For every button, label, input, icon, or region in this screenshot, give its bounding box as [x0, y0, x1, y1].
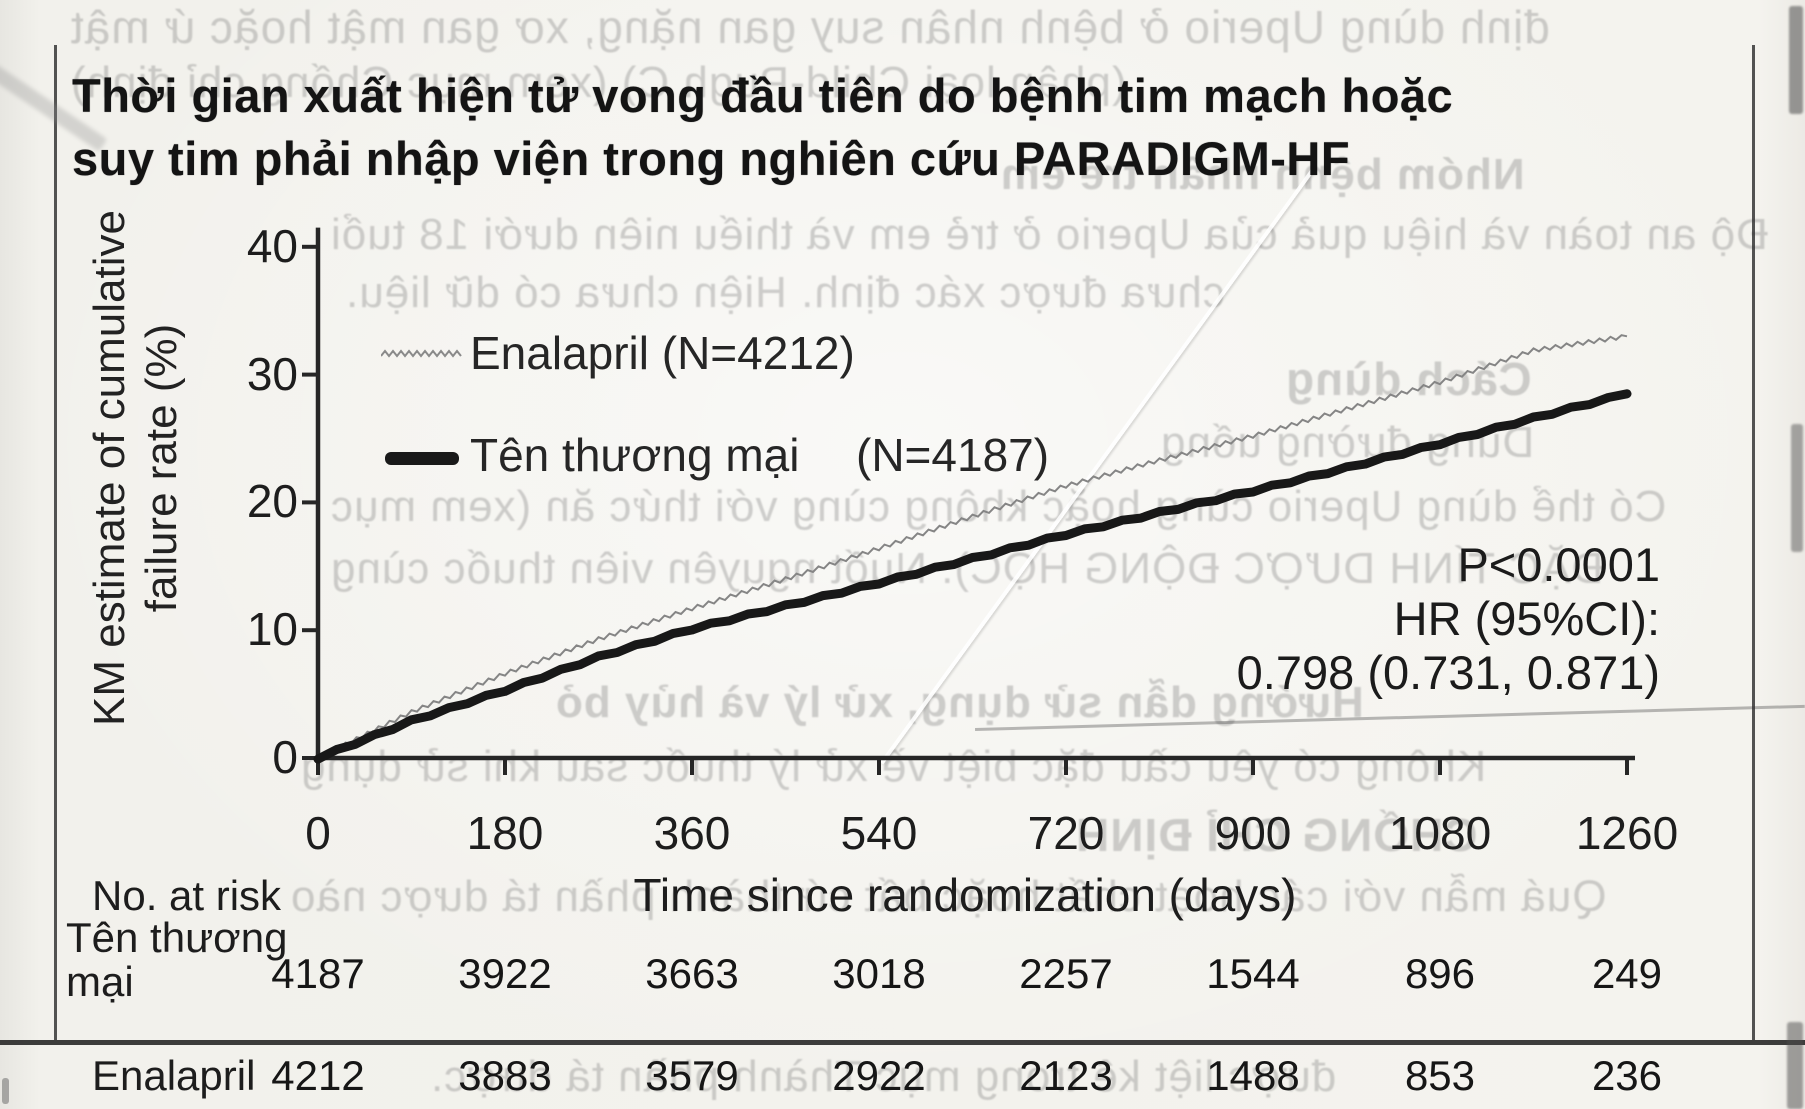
legend-enalapril-label: Enalapril (N=4212)	[470, 327, 855, 379]
x-tick-label-0: 0	[305, 807, 331, 859]
risk-value-row2-col7: 853	[1404, 1052, 1476, 1099]
enalapril-curve	[317, 334, 1628, 761]
y-tick-label-40: 40	[246, 219, 298, 272]
risk-value-row1-col5: 2257	[1019, 950, 1113, 997]
x-tick-label-180: 180	[466, 807, 544, 859]
risk-row-brand-label: Tên thương mại	[66, 916, 287, 1004]
risk-value-row2-col6: 1488	[1206, 1052, 1300, 1099]
x-tick-label-720: 720	[1027, 807, 1105, 859]
y-tick-label-20: 20	[246, 475, 298, 528]
scan-artifact-right-bottom	[1787, 1022, 1803, 1109]
scan-artifact-left-dash	[2, 1078, 9, 1104]
risk-value-row1-col2: 3922	[458, 950, 552, 997]
scan-artifact-right-top	[1789, 6, 1803, 114]
y-tick-label-30: 30	[246, 347, 298, 400]
risk-value-row2-col4: 2922	[832, 1052, 926, 1099]
risk-value-row1-col6: 1544	[1206, 950, 1300, 997]
x-tick-label-1080: 1080	[1388, 807, 1492, 859]
hr-value: 0.798 (0.731, 0.871)	[1236, 646, 1660, 699]
legend-enalapril-line-swatch	[381, 349, 462, 358]
y-axis-label-line1: KM estimate of cumulative	[85, 210, 134, 726]
legend-brand-line-swatch	[385, 452, 459, 465]
legend-brand-label: Tên thương mại	[470, 429, 800, 481]
scan-artifact-right-mid	[1791, 424, 1803, 552]
chart-title-line2: suy tim phải nhập viện trong nghiên cứu …	[72, 132, 1351, 185]
risk-value-row2-col1: 4212	[271, 1052, 365, 1099]
y-tick-label-10: 10	[246, 603, 298, 656]
risk-table-header: No. at risk	[92, 872, 282, 919]
brand-curve	[313, 389, 1632, 764]
risk-value-row1-col8: 249	[1591, 950, 1663, 997]
y-axis-label: KM estimate of cumulative failure rate (…	[84, 210, 188, 726]
risk-row-brand-label-line2: mại	[66, 958, 134, 1005]
risk-value-row2-col5: 2123	[1019, 1052, 1113, 1099]
hr-label: HR (95%CI):	[1393, 592, 1660, 645]
risk-value-row1-col1: 4187	[271, 950, 365, 997]
risk-row-enalapril-label: Enalapril	[92, 1052, 256, 1099]
chart-title-line1: Thời gian xuất hiện tử vong đầu tiên do …	[72, 69, 1454, 122]
x-tick-label-540: 540	[840, 807, 918, 859]
figure-border-left	[54, 45, 57, 1040]
legend-brand-n-label: (N=4187)	[856, 429, 1050, 481]
chart-title: Thời gian xuất hiện tử vong đầu tiên do …	[72, 64, 1453, 190]
risk-value-row2-col2: 3883	[458, 1052, 552, 1099]
risk-value-row2-col3: 3579	[645, 1052, 739, 1099]
risk-value-row1-col3: 3663	[645, 950, 739, 997]
risk-row-brand-label-line1: Tên thương	[66, 914, 288, 961]
x-axis-label: Time since randomization (days)	[633, 869, 1297, 921]
x-tick-label-900: 900	[1214, 807, 1292, 859]
figure-border-right	[1752, 45, 1755, 1040]
p-value: P<0.0001	[1457, 538, 1660, 591]
stats-annotation: P<0.0001 HR (95%CI): 0.798 (0.731, 0.871…	[1140, 538, 1660, 700]
risk-value-row2-col8: 236	[1591, 1052, 1663, 1099]
risk-value-row1-col7: 896	[1404, 950, 1476, 997]
y-tick-label-0: 0	[272, 731, 298, 783]
risk-value-row1-col4: 3018	[832, 950, 926, 997]
x-tick-label-360: 360	[653, 807, 731, 859]
risk-table-separator-line	[0, 1040, 1805, 1045]
x-tick-label-1260: 1260	[1575, 807, 1679, 859]
